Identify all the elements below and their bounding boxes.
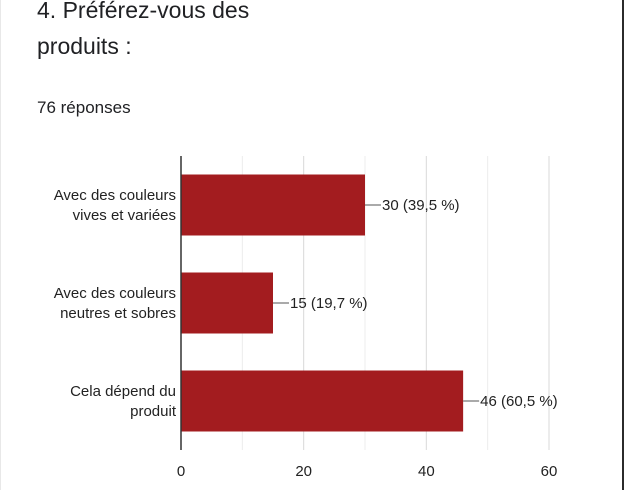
labels: 0 20 40 60 Avec des couleurs vives et variées…	[54, 187, 558, 480]
x-tick-label: 0	[177, 463, 185, 480]
x-tick-label: 60	[541, 463, 558, 480]
bar	[181, 370, 464, 432]
x-tick-label: 20	[295, 463, 312, 480]
category-label: Cela dépend du produit	[70, 383, 177, 420]
value-label: 30 (39,5 %)	[382, 197, 460, 214]
bar	[181, 272, 273, 334]
category-label: Avec des couleurs neutres et sobres	[54, 285, 176, 322]
response-count: 76 réponses	[37, 98, 131, 117]
bars	[181, 174, 464, 432]
bar	[181, 174, 365, 236]
question-title: 4. Préférez-vous des produits :	[37, 0, 250, 59]
category-label: Avec des couleurs vives et variées	[54, 187, 176, 224]
value-label: 15 (19,7 %)	[290, 295, 368, 312]
x-tick-label: 40	[418, 463, 435, 480]
value-label: 46 (60,5 %)	[480, 393, 558, 410]
